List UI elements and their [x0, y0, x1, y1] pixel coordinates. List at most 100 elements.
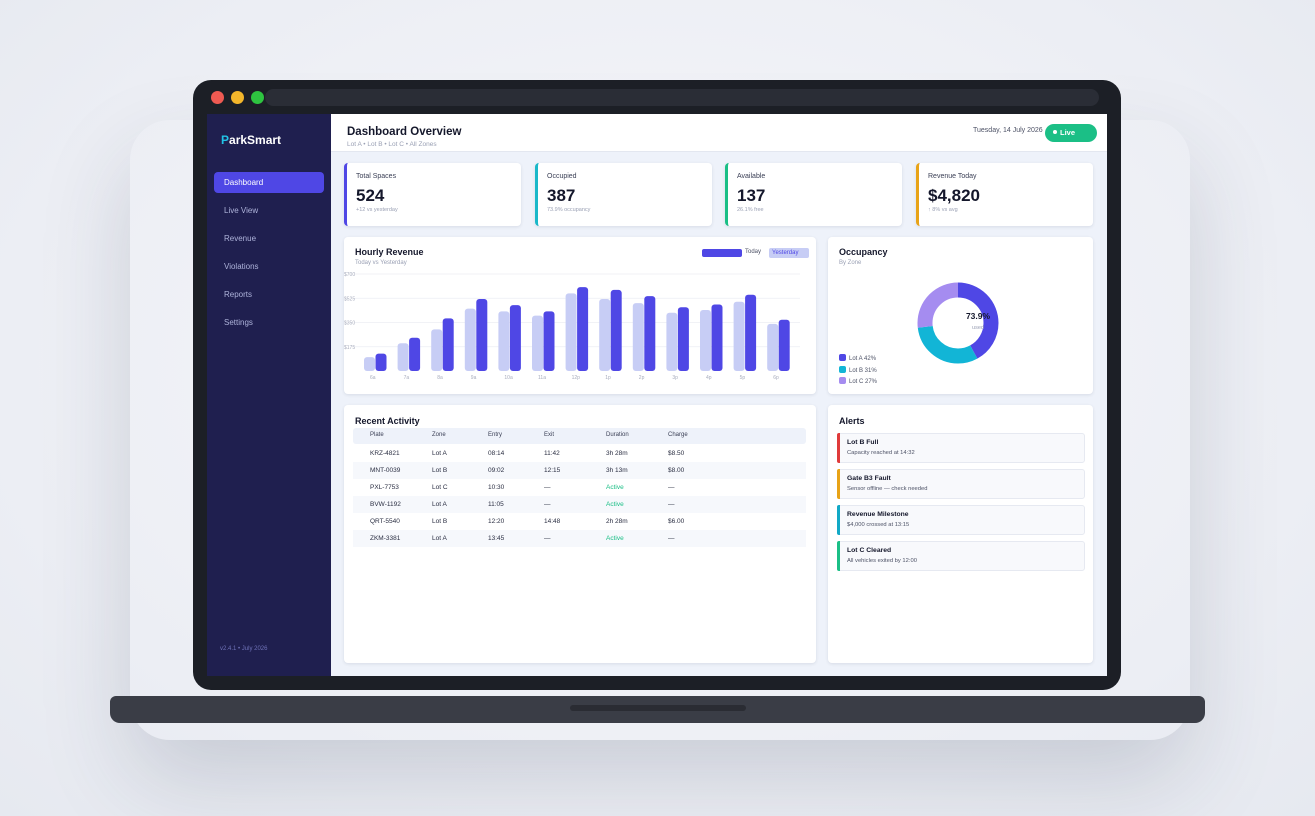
column-header-exit[interactable]: Exit [544, 432, 555, 438]
stat-subtext: 73.9% occupancy [547, 207, 591, 213]
bar-yesterday-1p [599, 298, 611, 371]
occupancy-donut-chart [917, 282, 999, 364]
y-tick-label: $350 [344, 321, 355, 327]
alert-title: Revenue Milestone [847, 511, 909, 518]
alert-item[interactable]: Gate B3 Fault Sensor offline — check need… [837, 469, 1085, 499]
y-tick-label: $175 [344, 345, 355, 351]
cell-exit: 11:42 [544, 450, 560, 457]
donut-slice-lot-b [917, 282, 999, 364]
cell-duration: Active [606, 535, 624, 542]
column-header-zone[interactable]: Zone [432, 432, 446, 438]
column-header-charge[interactable]: Charge [668, 432, 688, 438]
stat-card-occupied[interactable]: Occupied 387 73.9% occupancy [535, 163, 712, 226]
column-header-duration[interactable]: Duration [606, 432, 629, 438]
alerts-card: Alerts Lot B Full Capacity reached at 14:… [828, 405, 1093, 663]
donut-hole [933, 298, 983, 348]
app-screen: ParkSmart Dashboard Live View Revenue Vi… [207, 114, 1107, 676]
stat-label: Occupied [547, 173, 577, 180]
cell-duration: 2h 28m [606, 518, 628, 525]
table-row[interactable]: PXL-7753 Lot C 10:30 — Active — [353, 479, 806, 496]
bar-yesterday-9a [464, 308, 476, 371]
table-row[interactable]: BVW-1192 Lot A 11:05 — Active — [353, 496, 806, 513]
cell-entry: 13:45 [488, 535, 505, 542]
table-row[interactable]: QRT-5540 Lot B 12:20 14:48 2h 28m $6.00 [353, 513, 806, 530]
bar-today-1p [610, 289, 622, 371]
table-row[interactable]: MNT-0039 Lot B 09:02 12:15 3h 13m $8.00 [353, 462, 806, 479]
sidebar-item-live-view[interactable]: Live View [224, 206, 259, 215]
sidebar-item-settings[interactable]: Settings [224, 318, 253, 327]
cell-plate: MNT-0039 [370, 467, 401, 474]
live-status-badge[interactable]: Live [1045, 124, 1097, 142]
address-bar[interactable] [265, 89, 1099, 106]
alert-item[interactable]: Revenue Milestone $4,000 crossed at 13:15 [837, 505, 1085, 535]
legend-swatch [839, 365, 846, 373]
cell-exit: 12:15 [544, 467, 561, 474]
stat-card-revenue-today[interactable]: Revenue Today $4,820 ↑ 8% vs avg [916, 163, 1093, 226]
stat-subtext: 26.1% free [737, 207, 764, 213]
chart-subtitle: Today vs Yesterday [355, 260, 407, 266]
x-tick-label: 11a [538, 375, 546, 381]
x-tick-label: 6a [370, 375, 376, 381]
cell-entry: 10:30 [488, 484, 505, 491]
table-row[interactable]: KRZ-4821 Lot A 08:14 11:42 3h 28m $8.50 [353, 445, 806, 462]
column-header-entry[interactable]: Entry [488, 432, 503, 438]
cell-plate: BVW-1192 [370, 501, 401, 508]
legend-item-lot-a: Lot A 42% [839, 354, 877, 366]
stat-label: Total Spaces [356, 173, 397, 180]
activity-table-header: Plate Zone Entry Exit Duration Charge [353, 428, 806, 444]
hourly-revenue-chart: $175 $350 $525 $700 6a 7a 8a 9a 10a 11a 12p 1p 2p 3p 4… [344, 272, 800, 381]
alert-item[interactable]: Lot C Cleared All vehicles exited by 12:0… [837, 541, 1085, 571]
close-window-button[interactable] [211, 91, 224, 104]
sidebar-item-violations[interactable]: Violations [224, 262, 259, 271]
occupancy-card: Occupancy By Zone 73.9% used Lot A 42% L… [828, 237, 1093, 394]
bar-today-12p [577, 287, 589, 371]
stat-card-total-spaces[interactable]: Total Spaces 524 +12 vs yesterday [344, 163, 521, 226]
maximize-window-button[interactable] [251, 91, 264, 104]
legend-label: Lot C 27% [849, 379, 878, 385]
cell-exit: — [544, 535, 551, 542]
legend-yesterday-swatch[interactable]: Yesterday [769, 248, 809, 258]
bar-yesterday-6a [364, 357, 375, 371]
cell-plate: PXL-7753 [370, 484, 399, 491]
cell-zone: Lot B [432, 518, 448, 525]
x-tick-label: 5p [740, 375, 746, 381]
cell-duration: Active [606, 501, 624, 508]
stat-label: Revenue Today [928, 173, 977, 180]
column-header-plate[interactable]: Plate [370, 432, 384, 438]
app-logo[interactable]: ParkSmart [221, 133, 281, 147]
bar-yesterday-7a [397, 343, 409, 371]
cell-exit: — [544, 484, 551, 491]
legend-today-swatch[interactable] [702, 249, 742, 257]
bar-yesterday-11a [532, 315, 543, 371]
cell-duration: 3h 28m [606, 450, 628, 457]
bar-today-6a [375, 353, 387, 371]
sidebar-item-revenue[interactable]: Revenue [224, 234, 257, 243]
stat-subtext: ↑ 8% vs avg [928, 207, 958, 213]
cell-entry: 09:02 [488, 467, 505, 474]
bar-today-6p [778, 319, 790, 371]
x-tick-label: 12p [572, 375, 581, 381]
cell-exit: 14:48 [544, 518, 561, 525]
x-tick-label: 2p [639, 375, 645, 381]
cell-exit: — [544, 501, 551, 508]
sidebar-item-reports[interactable]: Reports [224, 290, 253, 299]
cell-charge: $8.00 [668, 467, 685, 474]
bar-yesterday-8a [431, 329, 443, 371]
stat-card-available[interactable]: Available 137 26.1% free [725, 163, 902, 226]
cell-duration: 3h 13m [606, 467, 628, 474]
sidebar-nav: Dashboard Live View Revenue Violations R… [214, 172, 324, 340]
cell-charge: — [668, 484, 675, 491]
bar-yesterday-2p [632, 303, 644, 371]
alert-item[interactable]: Lot B Full Capacity reached at 14:32 [837, 433, 1085, 463]
donut-center-value: 73.9% [965, 311, 991, 321]
cell-charge: — [668, 501, 675, 508]
sidebar-item-dashboard[interactable]: Dashboard [214, 172, 324, 193]
laptop-notch [570, 705, 746, 711]
table-row[interactable]: ZKM-3381 Lot A 13:45 — Active — [353, 530, 806, 547]
top-bar: Dashboard Overview Lot A • Lot B • Lot C… [331, 114, 1107, 152]
bar-yesterday-6p [767, 323, 779, 371]
alerts-title: Alerts [839, 416, 865, 426]
minimize-window-button[interactable] [231, 91, 244, 104]
alert-description: All vehicles exited by 12:00 [847, 558, 917, 564]
x-tick-label: 4p [706, 375, 712, 381]
